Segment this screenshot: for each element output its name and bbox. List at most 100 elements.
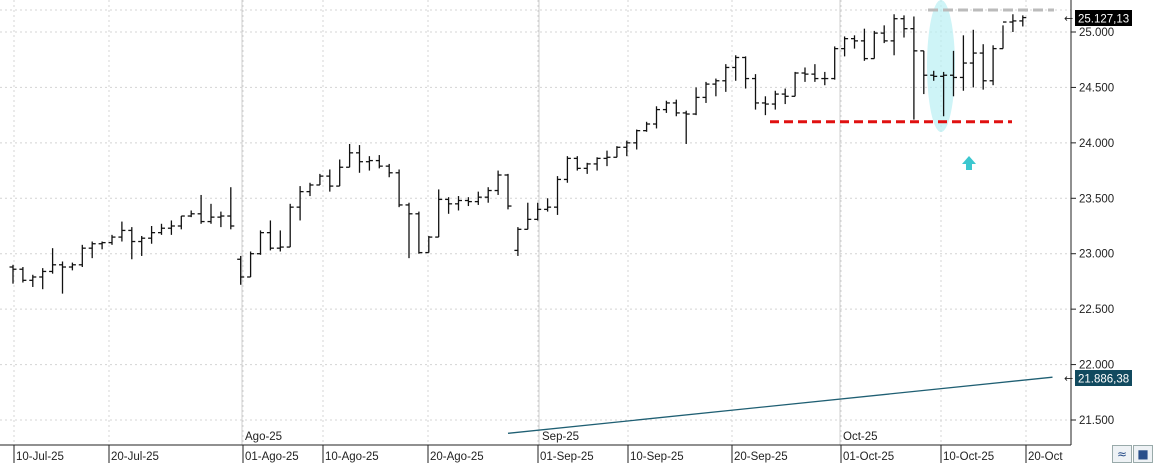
price-bar xyxy=(207,203,215,224)
price-bar xyxy=(296,186,304,221)
price-bar xyxy=(643,121,651,132)
price-bar xyxy=(108,234,116,245)
price-bar xyxy=(633,129,641,150)
price-bar xyxy=(534,202,542,221)
price-bar xyxy=(969,29,977,88)
x-tick-label: 20-Jul-25 xyxy=(111,451,159,463)
last-price-pointer: ← xyxy=(1064,12,1073,25)
price-bar xyxy=(979,44,987,90)
chart-wave-icon[interactable]: ≈ xyxy=(1112,445,1132,463)
price-bar xyxy=(761,96,769,116)
price-bar xyxy=(68,262,76,271)
month-labels: Ago-25 Sep-25 Oct-25 xyxy=(245,431,878,443)
price-bar xyxy=(662,100,670,113)
x-tick-label: 10-Oct-25 xyxy=(943,451,994,463)
moving-average-line xyxy=(507,376,1053,434)
y-tick-label: 21.500 xyxy=(1079,415,1114,427)
price-bar xyxy=(306,182,314,197)
price-bar xyxy=(672,99,680,117)
price-bar xyxy=(732,55,740,81)
price-bar xyxy=(316,173,324,186)
price-bar xyxy=(950,50,957,97)
price-bar xyxy=(237,255,245,285)
moving-average-label: 21.886,38 xyxy=(1075,370,1132,386)
price-bar xyxy=(742,56,750,89)
price-bar xyxy=(455,196,462,211)
price-bar xyxy=(573,156,581,171)
price-bar xyxy=(831,46,839,80)
y-axis-ticks: 25.000 24.500 24.000 23.500 23.000 22.500 22.0… xyxy=(1071,27,1114,427)
price-bar xyxy=(336,159,344,187)
x-tick-label: 20-Oct xyxy=(1028,451,1063,463)
price-bar xyxy=(247,251,255,278)
price-bar xyxy=(177,215,185,230)
up-arrow-icon xyxy=(962,156,976,170)
price-bar xyxy=(1019,15,1027,27)
price-bar xyxy=(385,163,393,178)
price-bar xyxy=(653,106,660,129)
price-bar xyxy=(375,155,383,169)
price-bar xyxy=(227,187,235,230)
price-bar xyxy=(415,211,423,254)
month-label: Sep-25 xyxy=(542,431,579,443)
price-bar xyxy=(148,226,156,244)
month-label: Oct-25 xyxy=(843,431,878,443)
price-bar xyxy=(851,35,858,49)
price-bar xyxy=(266,220,274,251)
price-bar xyxy=(425,235,433,254)
price-bar xyxy=(187,210,195,218)
x-tick-label: 10-Jul-25 xyxy=(16,451,64,463)
price-bar xyxy=(900,15,908,38)
price-bar xyxy=(613,146,621,158)
y-tick-label: 23.500 xyxy=(1079,193,1114,205)
price-bar xyxy=(514,227,522,256)
price-bar xyxy=(445,197,453,214)
price-bar xyxy=(554,176,561,215)
save-icon[interactable]: ■ xyxy=(1133,445,1153,463)
x-tick-label: 01-Ago-25 xyxy=(245,451,299,463)
price-bar xyxy=(940,71,948,117)
price-bar xyxy=(59,261,66,294)
price-bar xyxy=(692,87,700,116)
price-bar xyxy=(702,81,710,103)
x-tick-label: 01-Sep-25 xyxy=(540,451,594,463)
price-bar xyxy=(791,71,799,97)
price-bar xyxy=(801,67,809,82)
price-bar xyxy=(286,203,294,248)
price-bar xyxy=(98,241,106,250)
highlight-ellipse xyxy=(927,0,955,132)
price-bar xyxy=(959,35,967,91)
price-bar xyxy=(29,274,37,287)
price-bar xyxy=(930,70,938,81)
x-axis-ticks: 10-Jul-25 20-Jul-25 01-Ago-25 10-Ago-25 20-A… xyxy=(13,445,1063,463)
price-bar xyxy=(880,25,888,44)
price-bar xyxy=(910,16,918,120)
price-bar xyxy=(49,248,57,274)
last-price-text: 25.127,13 xyxy=(1078,14,1129,26)
price-bar xyxy=(989,45,997,86)
price-bar xyxy=(712,78,720,97)
price-bar xyxy=(722,64,730,92)
y-tick-label: 25.000 xyxy=(1079,27,1114,39)
price-bar xyxy=(435,189,443,238)
price-bar xyxy=(346,143,354,168)
price-bar xyxy=(583,162,591,174)
y-tick-label: 22.000 xyxy=(1079,360,1114,372)
price-bar xyxy=(257,230,264,255)
price-bar xyxy=(474,191,482,205)
price-bar xyxy=(78,244,86,268)
chart-grid xyxy=(0,0,1071,445)
price-bar xyxy=(356,145,363,173)
price-bar xyxy=(920,50,928,95)
price-bar xyxy=(39,268,47,290)
price-bar xyxy=(405,202,413,259)
price-bar xyxy=(395,169,403,208)
x-tick-label: 01-Oct-25 xyxy=(843,451,894,463)
price-bar xyxy=(88,241,96,259)
moving-average-series xyxy=(507,376,1053,434)
month-separators xyxy=(241,0,841,445)
price-bar xyxy=(999,21,1007,50)
last-price-label: 25.127,13 xyxy=(1075,10,1132,26)
ma-pointer: ← xyxy=(1064,372,1073,385)
